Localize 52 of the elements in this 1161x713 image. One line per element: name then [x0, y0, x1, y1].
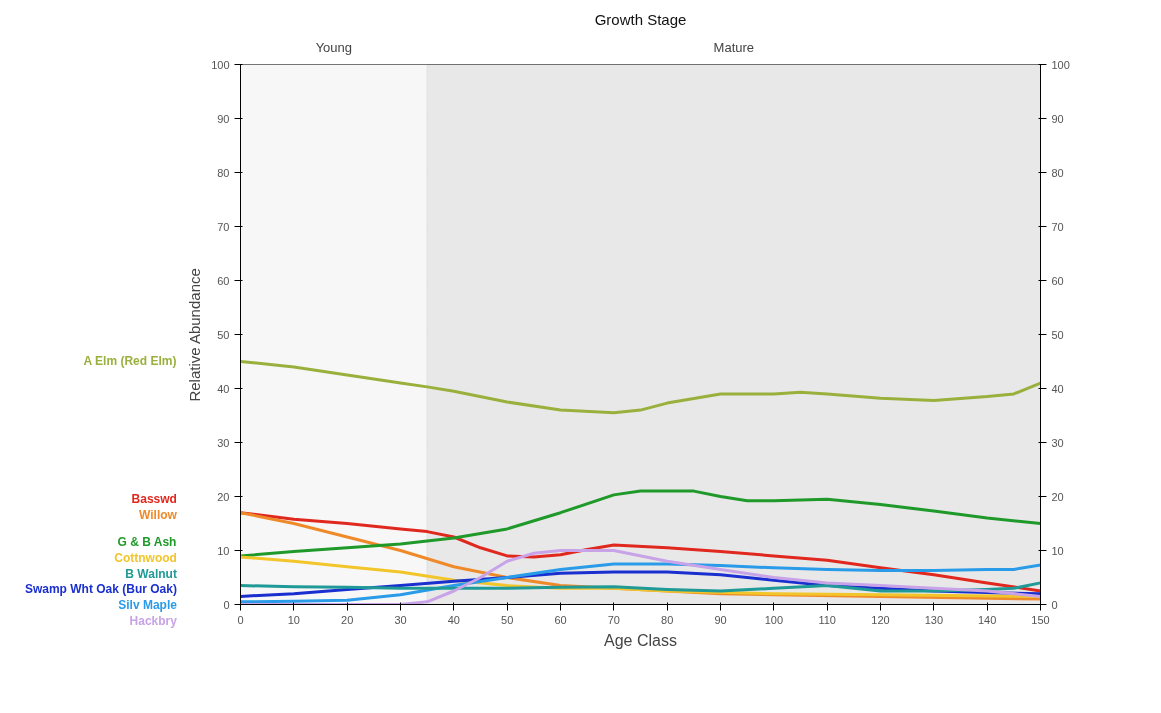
- y2-tick-label: 70: [1051, 220, 1064, 233]
- y2-tick-label: 100: [1051, 58, 1070, 71]
- y2-tick-label: 20: [1051, 490, 1064, 503]
- text: G & B Ash: [117, 535, 177, 550]
- text: Willow: [139, 507, 178, 522]
- text: Basswd: [131, 492, 177, 507]
- text: Hackbry: [129, 613, 178, 628]
- y2-tick-label: 50: [1051, 328, 1064, 341]
- text: B Walnut: [125, 566, 177, 581]
- y-tick-label: 50: [217, 328, 230, 341]
- band-label: Young: [315, 39, 353, 55]
- x-tick-label: 20: [341, 613, 354, 626]
- x-tick-label: 140: [977, 613, 997, 626]
- y2-tick-label: 60: [1051, 274, 1064, 287]
- y2-tick-label: 0: [1051, 598, 1058, 611]
- x-tick-label: 10: [287, 613, 300, 626]
- y2-tick-label: 30: [1051, 436, 1064, 449]
- x-axis-title: Age Class: [604, 631, 677, 649]
- chart-title: Growth Stage: [594, 10, 687, 28]
- y-tick-label: 30: [217, 436, 230, 449]
- y2-tick-label: 80: [1051, 166, 1064, 179]
- y2-tick-label: 10: [1051, 544, 1064, 557]
- y-tick-label: 0: [223, 598, 230, 611]
- text: Cottnwood: [114, 550, 177, 565]
- x-tick-label: 150: [1031, 613, 1050, 626]
- x-tick-label: 40: [447, 613, 460, 626]
- x-tick-label: 90: [714, 613, 727, 626]
- y2-tick-label: 40: [1051, 382, 1064, 395]
- y-tick-label: 20: [217, 490, 230, 503]
- y-tick-label: 60: [217, 274, 230, 287]
- text: A Elm (Red Elm): [83, 354, 177, 369]
- y-tick-label: 40: [217, 382, 230, 395]
- x-tick-label: 60: [554, 613, 567, 626]
- x-tick-label: 110: [818, 613, 836, 626]
- y-tick-label: 90: [217, 112, 230, 125]
- y-tick-label: 10: [217, 544, 230, 557]
- x-tick-label: 130: [924, 613, 944, 626]
- y-tick-label: 70: [217, 220, 230, 233]
- text: Silv Maple: [118, 597, 178, 612]
- x-tick-label: 100: [764, 613, 784, 626]
- y-tick-label: 80: [217, 166, 230, 179]
- y-tick-label: 100: [211, 58, 230, 71]
- text: Swamp Wht Oak (Bur Oak): [24, 582, 177, 597]
- x-tick-label: 120: [871, 613, 890, 626]
- x-tick-label: 50: [501, 613, 514, 626]
- x-tick-label: 80: [661, 613, 674, 626]
- band-label: Mature: [713, 39, 755, 55]
- y2-tick-label: 90: [1051, 112, 1064, 125]
- x-tick-label: 30: [394, 613, 407, 626]
- x-tick-label: 70: [607, 613, 620, 626]
- x-tick-label: 0: [237, 613, 244, 626]
- y-axis-title: Relative Abundance: [186, 268, 204, 402]
